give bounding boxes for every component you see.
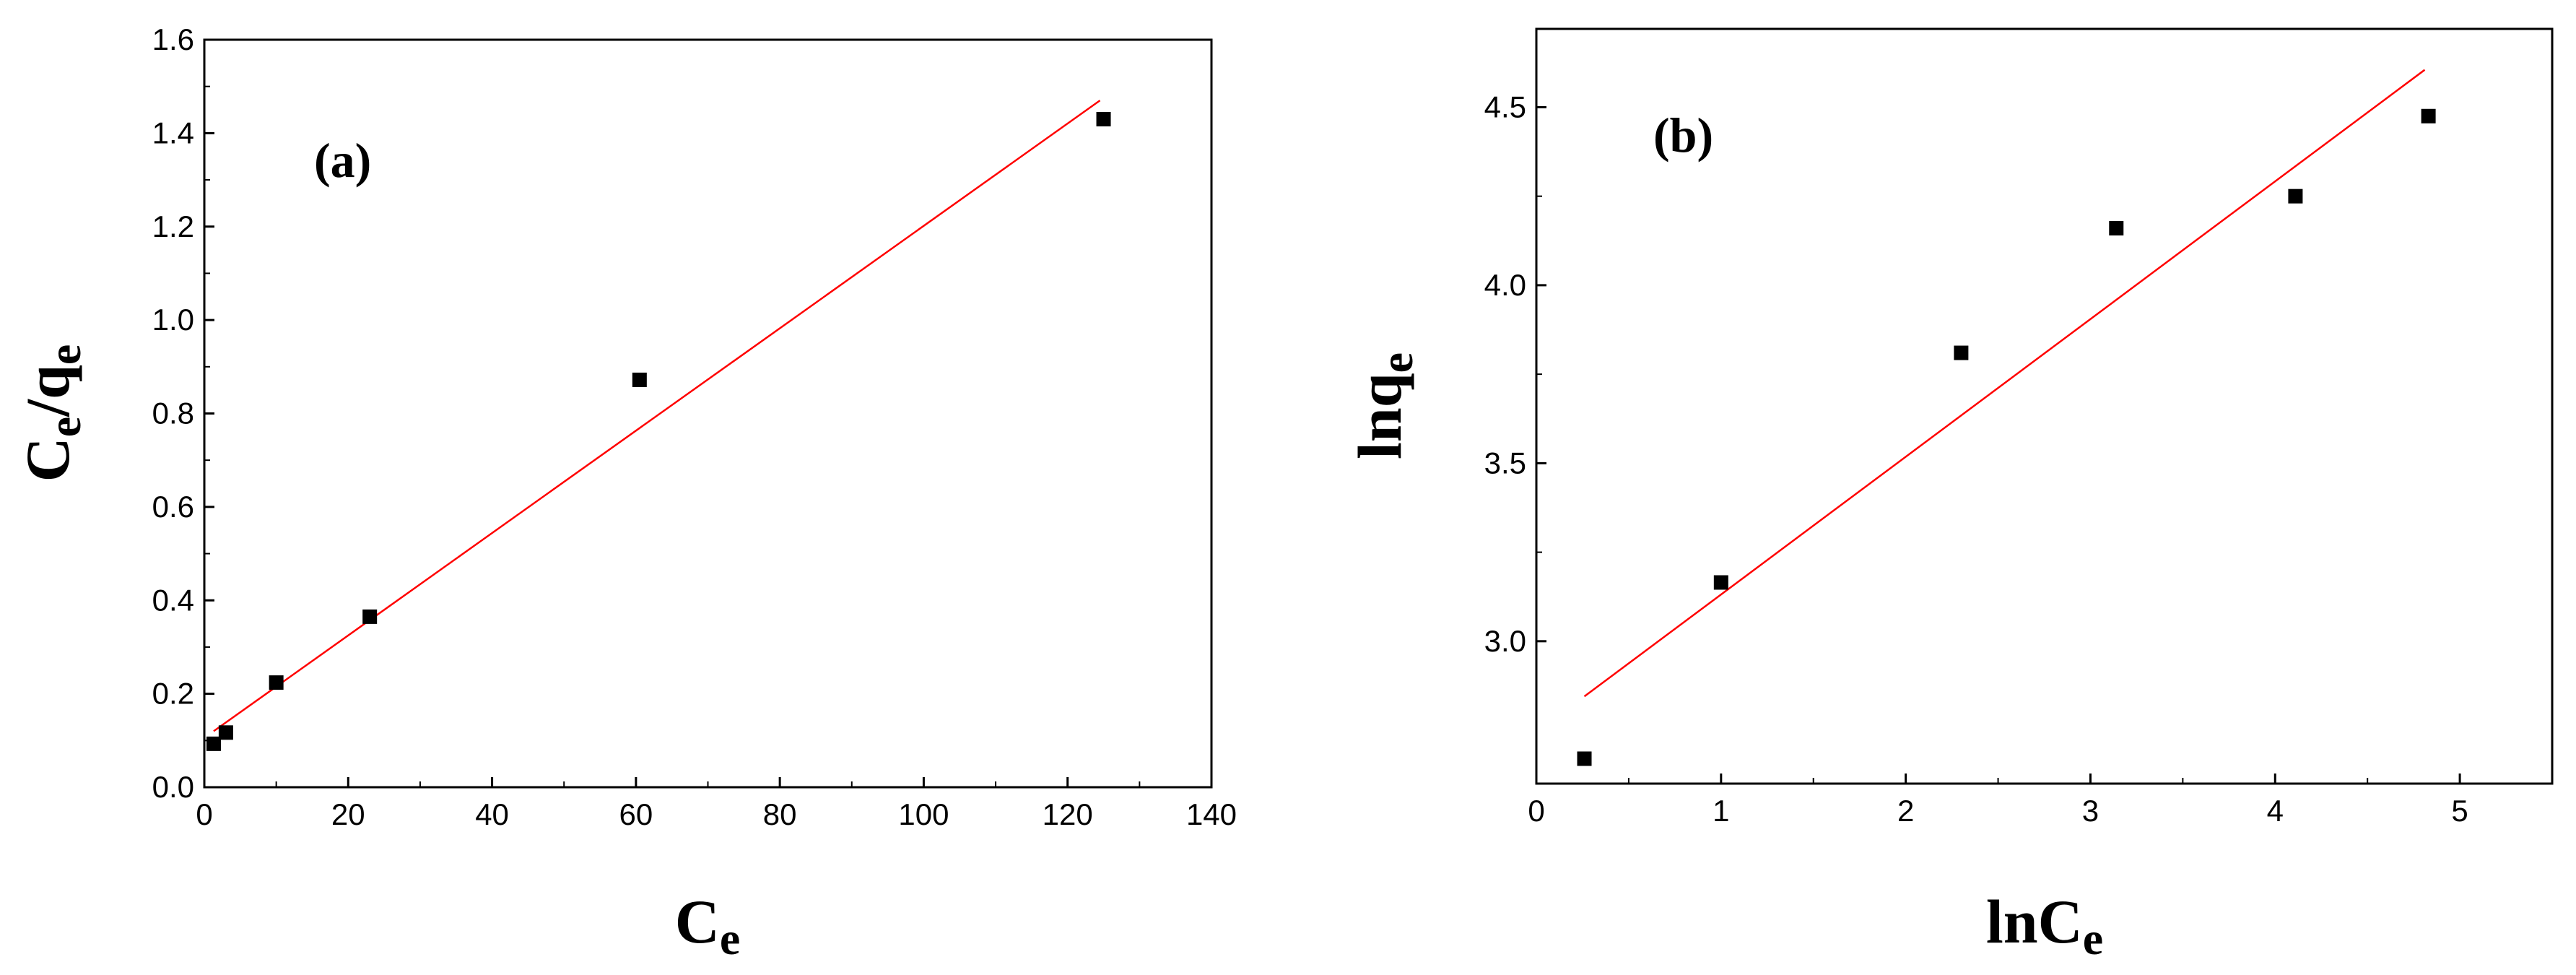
fit-line xyxy=(1583,69,2426,698)
data-point xyxy=(1713,575,1728,590)
x-axis-label-b: lnCe xyxy=(1986,887,2103,964)
x-tick-label: 80 xyxy=(763,797,797,831)
x-tick-label: 20 xyxy=(331,797,365,831)
y-tick-label: 1.2 xyxy=(152,209,194,243)
plot-frame-b xyxy=(1535,27,2554,785)
x-axis-label-b-base: lnC xyxy=(1986,887,2083,956)
y-axis-label-a-part-4: e xyxy=(39,344,90,365)
x-tick-label: 120 xyxy=(1043,797,1093,831)
y-tick-label: 3.5 xyxy=(1484,446,1526,480)
panel-a: 0 20 40 60 80 100 120 140 0.0 0.2 0.4 0.6 0.8 1.0 1.2… xyxy=(13,22,1237,964)
x-tick-label: 0 xyxy=(196,797,212,831)
data-point xyxy=(1954,345,1969,360)
x-ticks-b: 0 1 2 3 4 5 xyxy=(1528,774,2468,828)
data-point xyxy=(2109,221,2124,236)
data-point xyxy=(2421,108,2436,124)
y-axis-label-a: Ce/qe xyxy=(13,344,90,482)
y-tick-label: 3.0 xyxy=(1484,624,1526,658)
x-tick-label: 3 xyxy=(2082,794,2099,828)
panel-label-a: (a) xyxy=(314,133,371,188)
x-axis-label-a-base: C xyxy=(675,887,720,956)
y-tick-label: 4.5 xyxy=(1484,90,1526,124)
y-axis-label-a-part-1: C xyxy=(13,437,82,482)
y-axis-label-a-part-2: e xyxy=(39,417,90,437)
data-point xyxy=(362,609,378,624)
series-b xyxy=(1577,69,2436,766)
y-tick-label: 0.4 xyxy=(152,583,194,617)
x-tick-label: 40 xyxy=(475,797,509,831)
x-tick-label: 2 xyxy=(1897,794,1914,828)
x-tick-label: 4 xyxy=(2267,794,2284,828)
data-point xyxy=(269,675,284,690)
fit-line xyxy=(213,100,1101,732)
data-point xyxy=(1577,751,1592,766)
x-tick-label: 60 xyxy=(619,797,653,831)
y-ticks-a: 0.0 0.2 0.4 0.6 0.8 1.0 1.2 1.4 1.6 xyxy=(152,22,214,804)
x-axis-label-a: Ce xyxy=(675,887,741,964)
y-tick-label: 4.0 xyxy=(1484,268,1526,302)
y-axis-label-b: lnqe xyxy=(1345,352,1422,459)
x-tick-label: 100 xyxy=(898,797,949,831)
y-tick-label: 0.8 xyxy=(152,396,194,430)
x-tick-label: 0 xyxy=(1528,794,1544,828)
y-tick-label: 1.6 xyxy=(152,22,194,56)
y-tick-label: 0.6 xyxy=(152,490,194,524)
x-tick-label: 140 xyxy=(1186,797,1237,831)
y-axis-label-b-part-2: e xyxy=(1371,352,1422,373)
x-axis-label-b-sub: e xyxy=(2083,913,2103,964)
y-tick-label: 1.0 xyxy=(152,303,194,337)
panel-label-b: (b) xyxy=(1653,108,1713,162)
x-tick-label: 5 xyxy=(2451,794,2468,828)
x-axis-label-a-sub: e xyxy=(720,913,740,964)
data-point xyxy=(632,372,647,387)
y-axis-label-b-part-1: lnq xyxy=(1345,373,1414,459)
data-point xyxy=(218,725,233,740)
data-point xyxy=(2288,188,2303,204)
y-axis-label-a-part-3: /q xyxy=(13,365,82,417)
x-ticks-a: 0 20 40 60 80 100 120 140 xyxy=(196,777,1237,831)
data-point xyxy=(1096,111,1111,126)
series-a xyxy=(206,100,1111,751)
y-tick-label: 0.2 xyxy=(152,677,194,711)
y-tick-label: 0.0 xyxy=(152,770,194,804)
y-tick-label: 1.4 xyxy=(152,116,194,150)
x-tick-label: 1 xyxy=(1713,794,1729,828)
y-ticks-b: 3.0 3.5 4.0 4.5 xyxy=(1484,90,1546,658)
